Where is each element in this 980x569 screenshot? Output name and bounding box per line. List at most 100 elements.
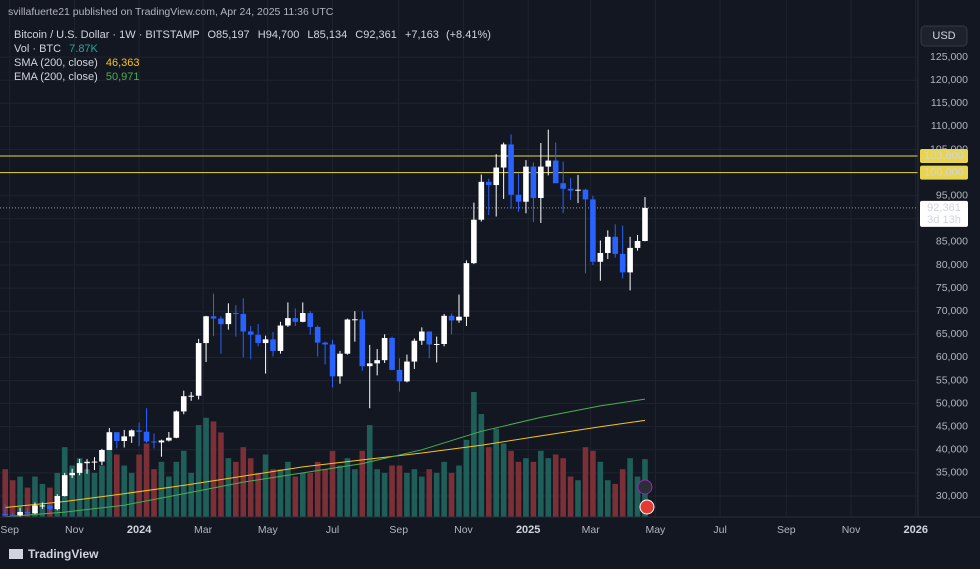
ohlc-label: H (258, 29, 266, 41)
candle-body (84, 461, 90, 464)
candle-body (69, 472, 75, 476)
candle-body (173, 411, 180, 438)
candle-body (225, 313, 232, 325)
volume-bar (2, 469, 9, 517)
volume-bar (158, 461, 165, 517)
candle-body (106, 432, 113, 451)
volume-bar (299, 472, 306, 517)
candle-body (47, 505, 53, 510)
candle-body (210, 316, 217, 319)
candle-body (463, 263, 470, 317)
volume-bar (270, 469, 276, 517)
published-note: svillafuerte21 published on TradingView.… (8, 6, 334, 18)
candle-body (582, 189, 589, 200)
volume-bar (515, 461, 522, 517)
candle-body (627, 247, 633, 273)
volume-bar (426, 469, 433, 517)
volume-bar (173, 461, 180, 517)
volume-bar (69, 465, 75, 517)
candle-body (32, 505, 38, 514)
volume-bar (545, 458, 552, 517)
candle-body (419, 331, 425, 341)
branding: TradingView (28, 547, 99, 561)
candle-body (552, 160, 559, 184)
candle-body (218, 318, 224, 325)
y-tick-label: 45,000 (936, 420, 968, 432)
volume-bar (456, 465, 462, 517)
candle-body (255, 334, 261, 344)
y-tick-label: 75,000 (936, 282, 968, 294)
volume-bar (195, 425, 202, 517)
candle-body (277, 325, 284, 351)
candle-body (188, 395, 194, 397)
volume-bar (448, 472, 455, 517)
legend-symbol-row: Bitcoin / U.S. Dollar · 1W · BITSTAMP O8… (14, 29, 491, 41)
sma-value: 46,363 (106, 57, 140, 69)
volume-bar (247, 458, 254, 517)
volume-bar (262, 454, 269, 517)
x-tick-label: May (258, 524, 279, 536)
volume-bar (404, 472, 410, 517)
volume-bar (604, 480, 611, 517)
volume-bar (32, 476, 38, 517)
candle-body (180, 396, 187, 412)
candle-body (567, 188, 574, 191)
candle-body (344, 319, 351, 354)
volume-bar (76, 458, 83, 517)
x-tick-label: Nov (454, 524, 473, 536)
ohlc-value: 94,700 (266, 29, 300, 41)
candle-body (195, 343, 202, 396)
ohlc-label: O (207, 29, 216, 41)
candle-body (471, 219, 477, 264)
event-icon (637, 479, 653, 495)
candle-body (441, 315, 447, 344)
volume-bar (233, 461, 239, 517)
logo-mark (9, 549, 23, 559)
volume-bar (396, 465, 403, 517)
volume-bar (218, 432, 224, 517)
candle-body (337, 353, 343, 377)
volume-bar (285, 461, 291, 517)
ma-line (5, 419, 646, 508)
x-tick-label: Mar (582, 524, 601, 536)
volume-bar (463, 439, 470, 517)
candle-body (143, 431, 150, 442)
volume-bar (188, 472, 194, 517)
y-tick-label: 110,000 (931, 120, 968, 132)
y-tick-label: 95,000 (936, 189, 968, 201)
candle-body (456, 316, 462, 321)
candle-body (247, 331, 254, 335)
candle-body (9, 515, 16, 517)
candle-body (560, 183, 566, 189)
candle-body (99, 450, 105, 462)
candle-body (113, 432, 120, 442)
volume-bar (538, 450, 544, 517)
candle-body (121, 436, 128, 442)
y-tick-label: 40,000 (936, 444, 968, 456)
ohlc-value: 85,134 (314, 29, 348, 41)
y-tick-label: 50,000 (936, 397, 968, 409)
candle-body (478, 181, 485, 220)
y-tick-label: 120,000 (930, 74, 968, 86)
change: +7,163 (405, 29, 439, 41)
candle-body (54, 496, 61, 510)
volume-bar (419, 476, 425, 517)
candle-body (515, 194, 522, 202)
volume-bar (500, 443, 507, 517)
volume-bar (136, 454, 142, 517)
volume-bar (619, 469, 626, 517)
volume-bar (590, 450, 596, 517)
candle-body (374, 360, 380, 364)
volume-bar (121, 465, 128, 517)
candle-body (433, 343, 440, 345)
volume-bar (128, 472, 135, 517)
candle-body (314, 326, 321, 343)
volume-bar (180, 450, 187, 517)
ohlc-value: 92,361 (363, 29, 397, 41)
candle-body (329, 344, 336, 377)
logo: TradingView (9, 547, 99, 561)
x-tick-label: 2024 (127, 524, 152, 536)
candle-body (240, 313, 247, 332)
candle-body (396, 369, 403, 382)
volume-bar (582, 447, 589, 517)
